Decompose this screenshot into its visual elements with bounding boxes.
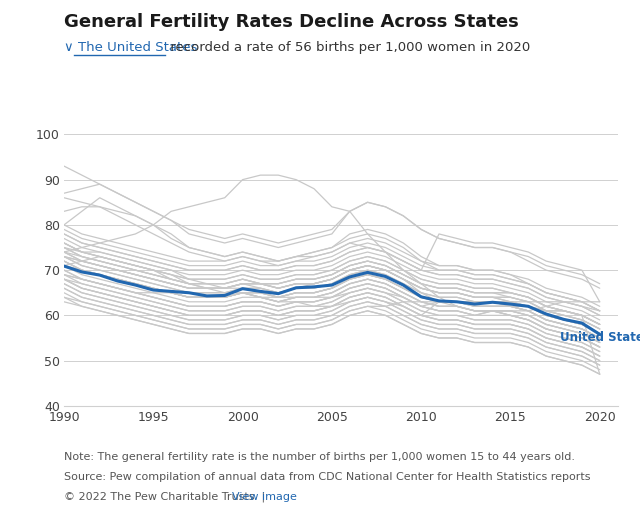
Text: Source: Pew compilation of annual data from CDC National Center for Health Stati: Source: Pew compilation of annual data f… (64, 472, 591, 482)
Text: ∨ The United States: ∨ The United States (64, 41, 197, 54)
Text: United States: United States (561, 330, 640, 344)
Text: Note: The general fertility rate is the number of births per 1,000 women 15 to 4: Note: The general fertility rate is the … (64, 452, 575, 462)
Text: View image: View image (232, 492, 296, 501)
Text: © 2022 The Pew Charitable Trusts  |: © 2022 The Pew Charitable Trusts | (64, 492, 269, 502)
Text: recorded a rate of 56 births per 1,000 women in 2020: recorded a rate of 56 births per 1,000 w… (166, 41, 531, 54)
Text: General Fertility Rates Decline Across States: General Fertility Rates Decline Across S… (64, 13, 519, 31)
